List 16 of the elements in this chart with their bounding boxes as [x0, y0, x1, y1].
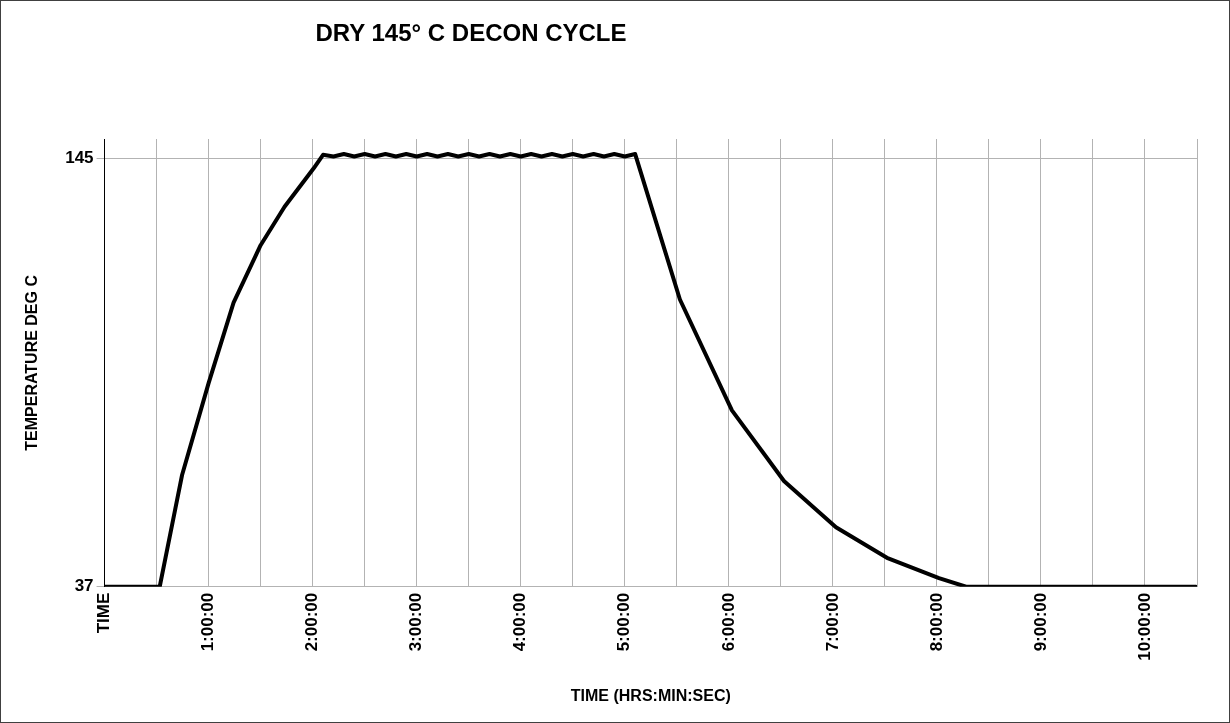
x-axis-title: TIME (HRS:MIN:SEC)	[570, 686, 731, 704]
x-tick-label: 8:00:00	[926, 592, 946, 652]
x-tick-label: 2:00:00	[302, 592, 322, 652]
x-tick-label: 3:00:00	[406, 592, 426, 652]
y-tick-label: 37	[74, 576, 94, 596]
y-axis-title: TEMPERATURE DEG C	[23, 274, 41, 451]
x-tick-label: 9:00:00	[1030, 592, 1050, 652]
x-tick-label: 10:00:00	[1134, 592, 1154, 661]
y-tick-label: 145	[65, 148, 94, 168]
x-tick-label: 7:00:00	[822, 592, 842, 652]
x-tick-label: TIME	[94, 592, 114, 634]
chart-title: DRY 145° C DECON CYCLE	[314, 19, 628, 47]
x-tick-label: 6:00:00	[718, 592, 738, 652]
x-tick-label: 1:00:00	[198, 592, 218, 652]
x-tick-label: 4:00:00	[510, 592, 530, 652]
x-tick-label: 5:00:00	[614, 592, 634, 652]
